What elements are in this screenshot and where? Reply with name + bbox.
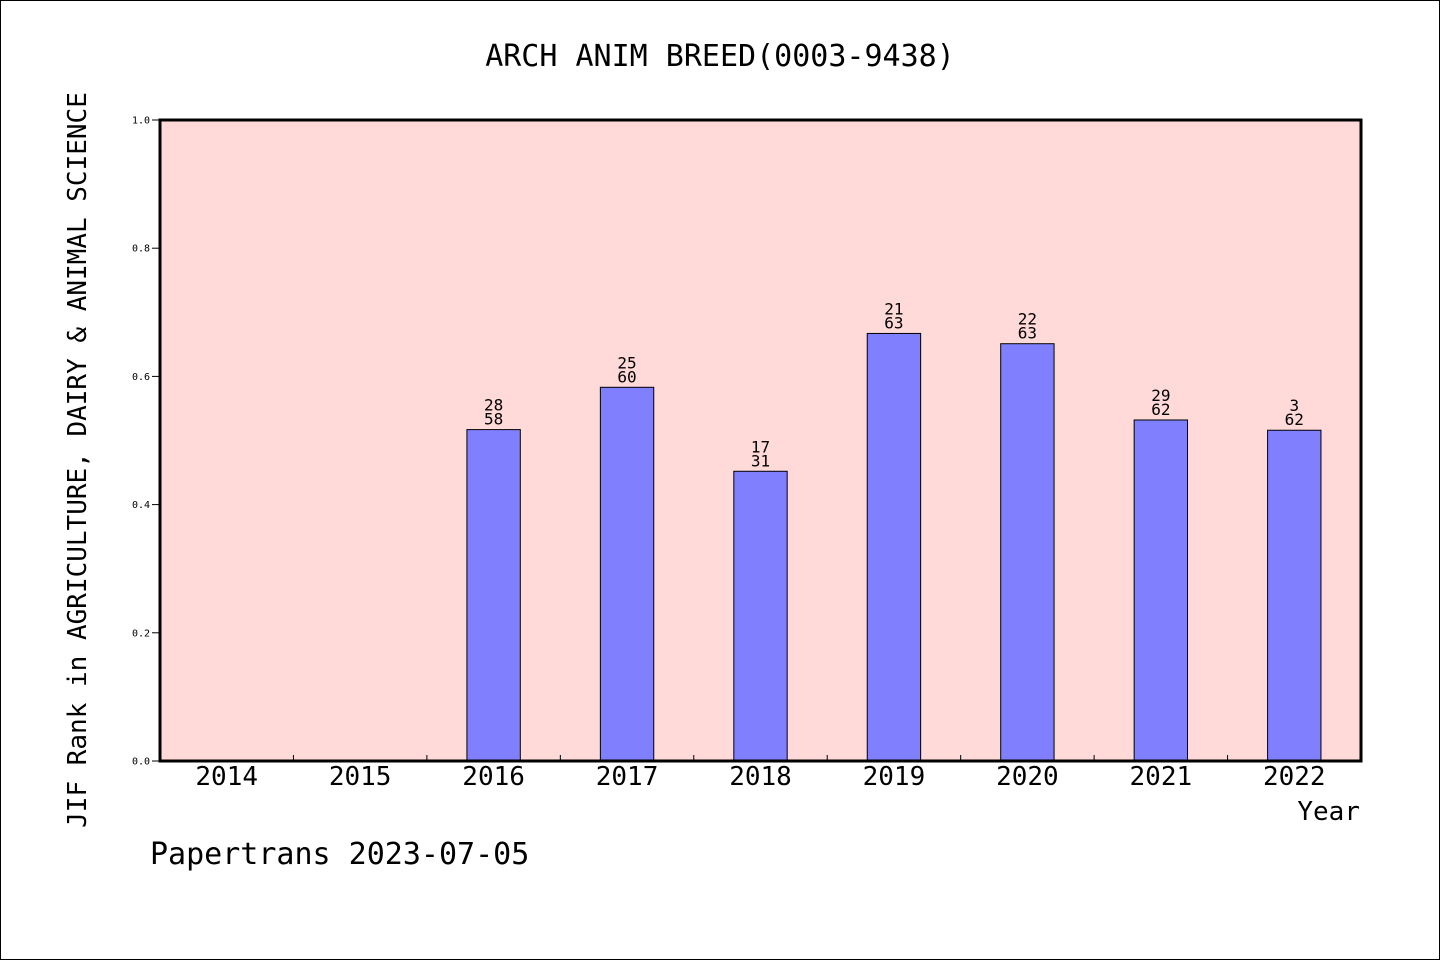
x-tick-label-2017: 2017 [596, 762, 659, 792]
bar-label-total-2016: 58 [484, 410, 503, 429]
x-tick-label-2020: 2020 [996, 762, 1059, 792]
x-tick-label-2021: 2021 [1130, 762, 1193, 792]
bar-label-total-2022: 62 [1285, 410, 1304, 429]
bar-label-rank-2018: 17 [751, 437, 770, 456]
y-tick-label: 0.2 [132, 628, 150, 639]
bar-2022 [1267, 429, 1322, 762]
y-axis-title: JIF Rank in AGRICULTURE, DAIRY & ANIMAL … [63, 92, 93, 828]
bar-2017 [599, 386, 655, 762]
bar-label-total-2020: 63 [1018, 324, 1037, 343]
x-tick-label-2015: 2015 [329, 762, 392, 792]
bar-2019 [866, 332, 922, 762]
chart-title: ARCH ANIM BREED(0003-9438) [485, 39, 955, 74]
x-tick-label-2019: 2019 [863, 762, 926, 792]
bar-label-total-2021: 62 [1151, 400, 1170, 419]
bar-2018 [733, 470, 788, 762]
bar-label-rank-2022: 3 [1289, 396, 1299, 415]
bar-label-rank-2017: 25 [617, 353, 636, 372]
bar-2021 [1133, 419, 1189, 762]
plot-frame [158, 118, 1363, 763]
y-axis: 0.0 0.2 0.4 0.6 0.8 1.0 [132, 116, 160, 768]
bar-label-rank-2021: 29 [1151, 386, 1170, 405]
y-tick-label: 0.4 [132, 500, 150, 511]
x-axis-title: Year [1297, 797, 1360, 827]
footer-text: Papertrans 2023-07-05 [150, 837, 529, 872]
bar-2016 [466, 429, 521, 762]
y-tick-label: 0.8 [132, 244, 150, 255]
bar-label-rank-2016: 28 [484, 396, 503, 415]
bar-label-total-2018: 31 [751, 451, 770, 470]
y-tick-label: 1.0 [132, 116, 150, 127]
x-tick-label-2014: 2014 [195, 762, 258, 792]
x-tick-label-2016: 2016 [462, 762, 525, 792]
x-tick-label-2022: 2022 [1263, 762, 1326, 792]
bar-2020 [1000, 343, 1055, 762]
x-axis: 2014 2015 2016 2017 2018 2019 2020 2021 2022 [195, 755, 1326, 792]
y-tick-label: 0.0 [132, 757, 150, 768]
bar-label-total-2019: 63 [884, 313, 903, 332]
bar-label-rank-2020: 22 [1018, 310, 1037, 329]
y-tick-label: 0.6 [132, 372, 150, 383]
bars-layer [466, 332, 1322, 762]
bar-label-total-2017: 60 [617, 367, 636, 386]
bar-label-rank-2019: 21 [884, 299, 903, 318]
x-tick-label-2018: 2018 [729, 762, 792, 792]
